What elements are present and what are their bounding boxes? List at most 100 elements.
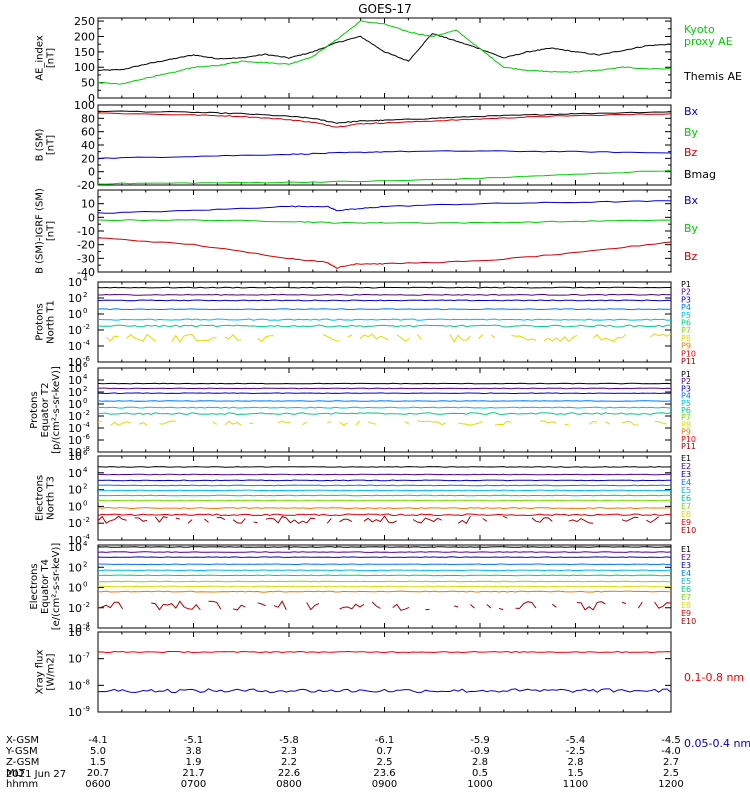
series-line — [98, 473, 671, 476]
series-line — [97, 318, 672, 321]
y-tick-label: 0 — [88, 166, 95, 179]
y-axis-label-line: Protons — [29, 391, 40, 428]
y-axis-label-line: [W/m2] — [46, 653, 57, 690]
y-tick-label: 10 — [68, 362, 82, 375]
series-line — [97, 33, 671, 71]
y-tick-label: 10 — [68, 561, 82, 574]
ephemeris-value: -4.5 — [661, 735, 681, 746]
y-axis-label-line: Equator T2 — [40, 383, 51, 438]
y-tick-label: 10 — [68, 541, 82, 554]
y-tick-label: 10 — [68, 500, 82, 513]
panel-frame — [97, 104, 672, 186]
series-line — [97, 237, 672, 269]
y-axis-label: B (SM)-IGRF (SM) [nT] — [35, 188, 57, 274]
legend-entry: P9 — [681, 428, 691, 437]
y-tick-exponent: -8 — [83, 678, 90, 686]
series-line — [97, 590, 672, 593]
y-axis-label: B (SM) [nT] — [35, 128, 57, 161]
series-line — [97, 308, 672, 311]
ephemeris-value: 2.3 — [281, 746, 297, 757]
legend-entry: E1 — [681, 545, 691, 554]
legend-entry: E2 — [681, 462, 691, 471]
y-tick-label: 10 — [68, 602, 82, 615]
series-line — [97, 406, 672, 409]
y-tick-exponent: -2 — [83, 323, 90, 331]
legend-entry: E3 — [681, 470, 691, 479]
y-tick-label: 0 — [88, 92, 95, 105]
y-tick-exponent: 4 — [83, 540, 88, 548]
legend-entry: E6 — [681, 494, 691, 503]
series-line — [97, 293, 672, 296]
ephemeris-value: 1100 — [563, 779, 588, 790]
legend-entry: P1 — [681, 370, 691, 379]
y-axis-label-line: [nT] — [46, 221, 57, 241]
y-tick-label: 10 — [68, 340, 82, 353]
y-axis-label-line: [p/(cm²-s-sr-keV)] — [51, 366, 62, 454]
y-tick-exponent: -7 — [83, 652, 90, 660]
series-line — [97, 286, 671, 289]
ephemeris-value: 2.8 — [568, 757, 584, 768]
y-axis-label-line: Equator T4 — [40, 559, 51, 614]
ephemeris-value: 1.5 — [568, 768, 584, 779]
legend-entry: E6 — [681, 585, 691, 594]
ephemeris-value: 0800 — [276, 779, 301, 790]
y-axis-label-line: AE_index — [35, 35, 46, 81]
series-line — [97, 507, 672, 510]
legend-entry: E9 — [681, 518, 691, 527]
y-tick-label: 100 — [74, 99, 95, 112]
series-line — [97, 150, 672, 160]
legend-entry: P10 — [681, 435, 696, 444]
legend-entry: E10 — [681, 617, 696, 626]
series-line — [97, 688, 672, 694]
y-tick-label: 10 — [81, 198, 95, 211]
y-tick-exponent: 2 — [83, 560, 87, 568]
y-axis-label-line: Electrons — [35, 475, 46, 521]
ephemeris-row-label: MLT — [6, 768, 26, 779]
ephemeris-value: 2.5 — [377, 757, 393, 768]
ephemeris-row-label: X-GSM — [6, 735, 39, 746]
legend-entry: P5 — [681, 311, 691, 320]
y-tick-label: 100 — [74, 61, 95, 74]
y-axis-label-line: [nT] — [46, 48, 57, 68]
ephemeris-value: -2.5 — [566, 746, 586, 757]
y-tick-label: 60 — [81, 126, 95, 139]
ephemeris-value: 1200 — [658, 779, 683, 790]
y-tick-exponent: -9 — [83, 705, 90, 713]
legend-entry: E7 — [681, 502, 691, 511]
ephemeris-row-label: Y-GSM — [5, 746, 38, 757]
series-line — [97, 585, 672, 588]
y-axis-label-line: North T3 — [46, 476, 57, 520]
legend-entry: P6 — [681, 319, 691, 328]
ephemeris-value: 0600 — [85, 779, 110, 790]
y-tick-exponent: -4 — [83, 533, 91, 541]
series-line — [97, 489, 671, 492]
series-line — [97, 551, 672, 553]
ephemeris-value: 0900 — [372, 779, 397, 790]
y-tick-exponent: 4 — [83, 373, 88, 381]
y-tick-label: 10 — [68, 534, 82, 547]
legend-entry: P7 — [681, 413, 691, 422]
ephemeris-value: 2.7 — [663, 757, 679, 768]
series-line — [97, 574, 672, 577]
series-line — [97, 546, 671, 548]
y-axis-label-line: B (SM)-IGRF (SM) — [35, 188, 46, 274]
panel-frame — [97, 17, 672, 99]
legend-entry: E5 — [681, 486, 691, 495]
legend-entry: P1 — [681, 280, 691, 289]
legend-entry: E3 — [681, 561, 691, 570]
legend-entry: By — [684, 126, 699, 139]
y-tick-label: 10 — [68, 398, 82, 411]
ephemeris-value: 1000 — [467, 779, 492, 790]
series-line — [98, 112, 672, 128]
ephemeris-value: -5.8 — [279, 735, 299, 746]
y-tick-label: 10 — [68, 446, 82, 459]
series-line — [97, 299, 672, 302]
legend-entry: 0.05-0.4 nm — [684, 737, 750, 750]
y-tick-label: 40 — [81, 139, 95, 152]
legend-entry: E4 — [681, 569, 691, 578]
